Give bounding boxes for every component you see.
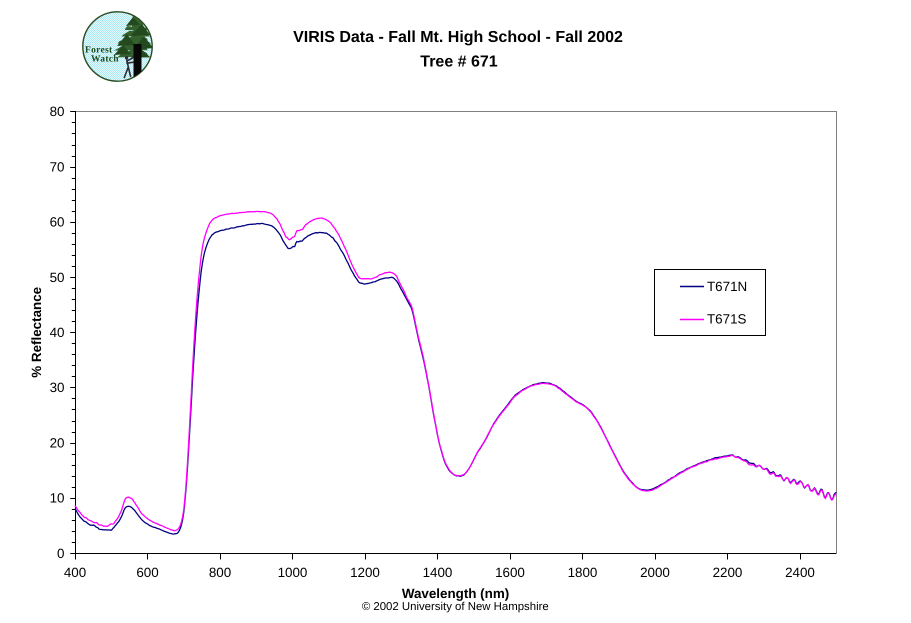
svg-text:T671N: T671N xyxy=(707,279,747,294)
svg-text:1800: 1800 xyxy=(568,565,598,580)
svg-text:80: 80 xyxy=(50,104,65,119)
svg-text:40: 40 xyxy=(50,325,65,340)
svg-text:2400: 2400 xyxy=(785,565,815,580)
svg-text:0: 0 xyxy=(57,546,64,561)
svg-text:60: 60 xyxy=(50,215,65,230)
svg-text:10: 10 xyxy=(50,491,65,506)
svg-text:2200: 2200 xyxy=(713,565,743,580)
svg-text:VIRIS Data - Fall Mt. High Sch: VIRIS Data - Fall Mt. High School - Fall… xyxy=(293,29,623,46)
svg-text:Watch: Watch xyxy=(91,54,119,64)
svg-text:1600: 1600 xyxy=(495,565,525,580)
svg-text:T671S: T671S xyxy=(707,312,747,327)
svg-text:1200: 1200 xyxy=(350,565,380,580)
svg-text:400: 400 xyxy=(64,565,86,580)
svg-text:2000: 2000 xyxy=(640,565,670,580)
svg-text:Tree # 671: Tree # 671 xyxy=(420,54,498,71)
svg-text:Wavelength (nm): Wavelength (nm) xyxy=(402,586,509,601)
svg-text:20: 20 xyxy=(50,435,65,450)
svg-text:Forest: Forest xyxy=(85,46,113,56)
svg-text:50: 50 xyxy=(50,270,65,285)
svg-text:30: 30 xyxy=(50,380,65,395)
svg-text:800: 800 xyxy=(209,565,231,580)
svg-text:% Reflectance: % Reflectance xyxy=(29,287,44,378)
svg-text:© 2002 University of New Hamps: © 2002 University of New Hampshire xyxy=(362,601,549,613)
svg-text:600: 600 xyxy=(136,565,158,580)
svg-text:1000: 1000 xyxy=(278,565,308,580)
svg-text:1400: 1400 xyxy=(423,565,453,580)
svg-text:70: 70 xyxy=(50,159,65,174)
